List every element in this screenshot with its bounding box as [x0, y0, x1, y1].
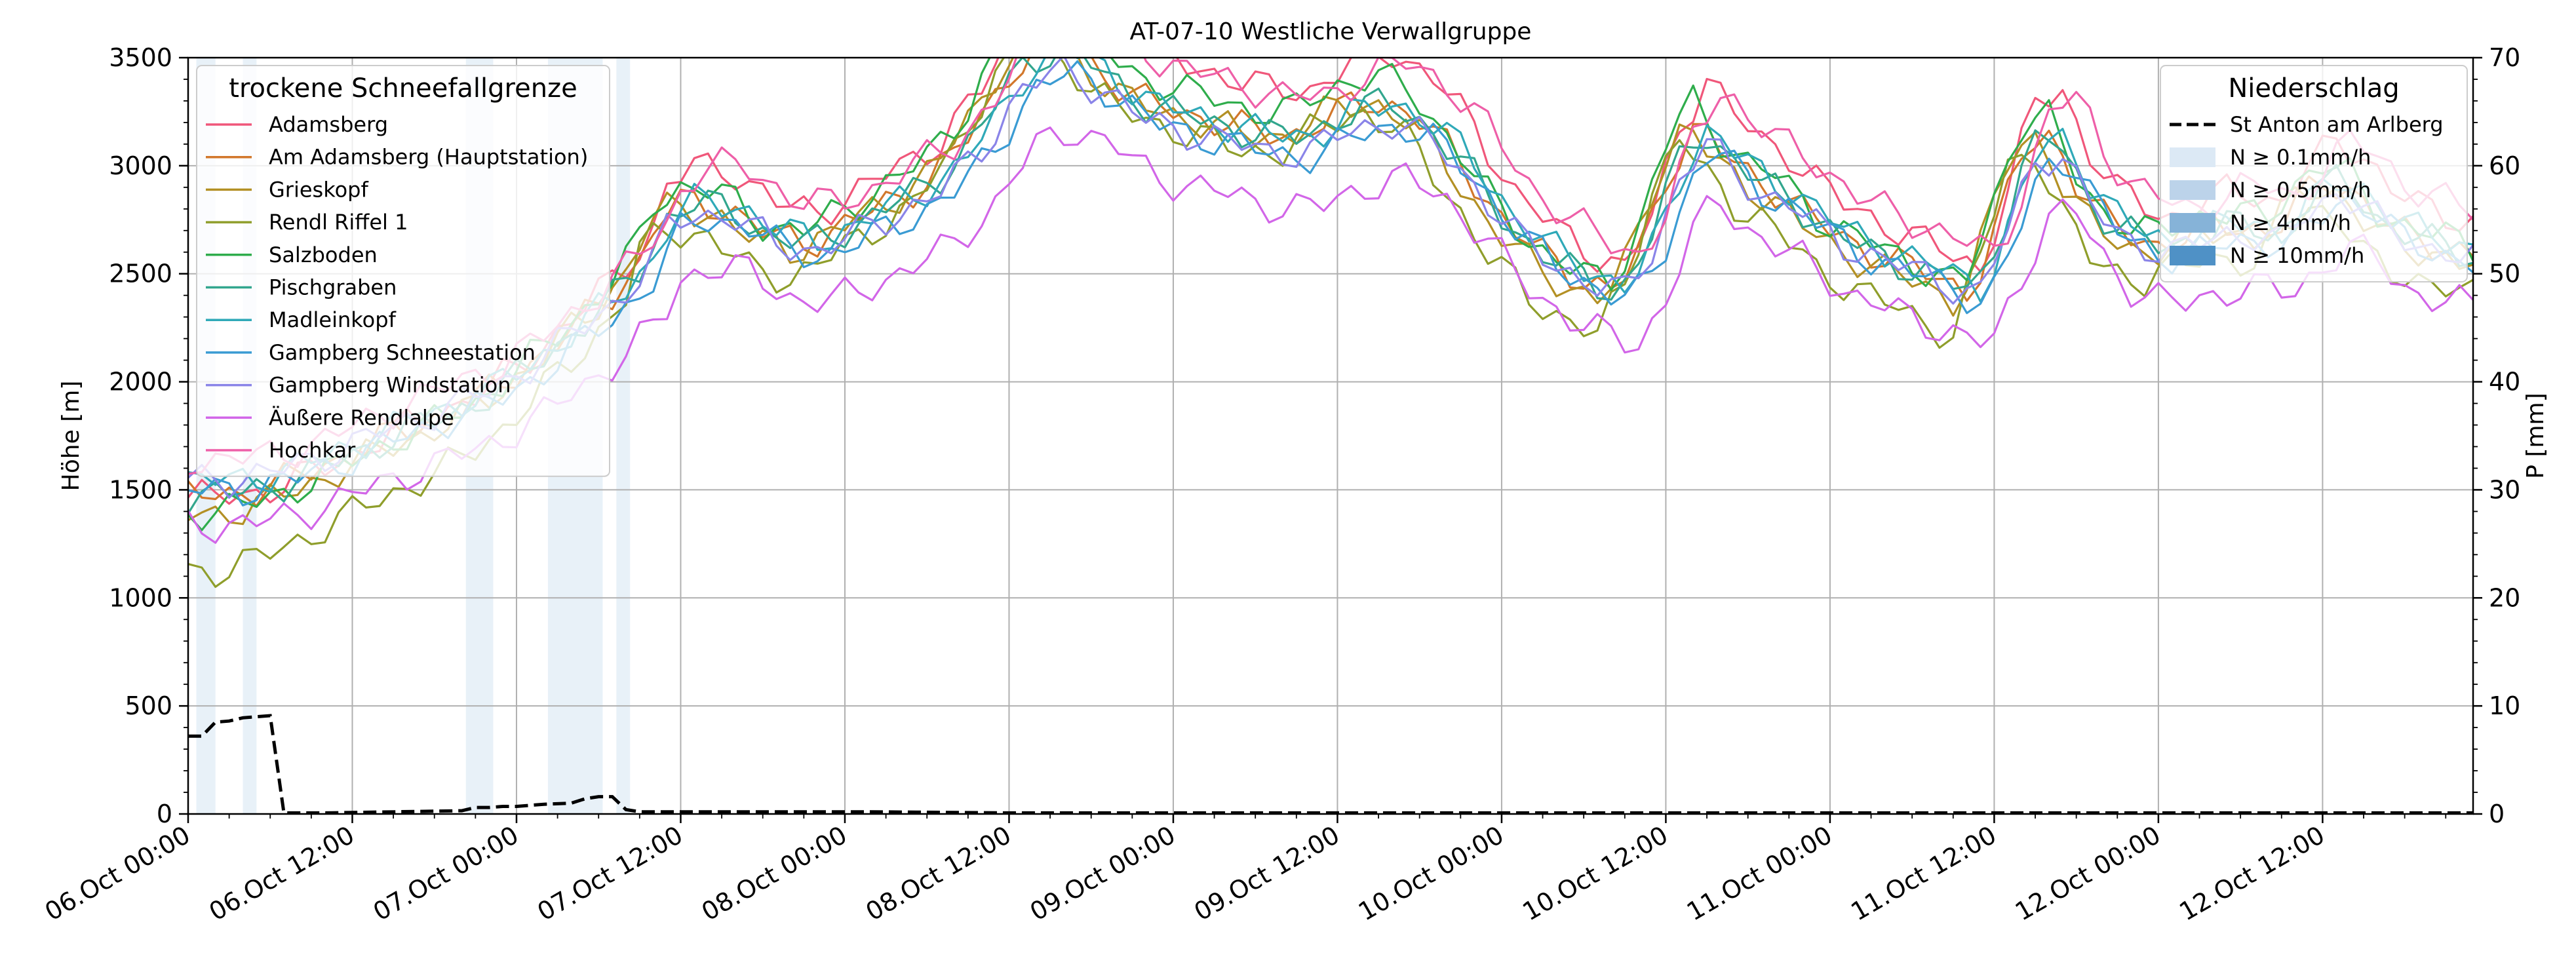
legend-label: Hochkar — [269, 438, 356, 463]
y-tick-label: 500 — [125, 691, 172, 720]
x-tick-label: 08.Oct 00:00 — [697, 821, 852, 927]
legend-label: St Anton am Arlberg — [2230, 112, 2444, 137]
legend-label: N ≥ 10mm/h — [2230, 243, 2364, 268]
legend-label: Grieskopf — [269, 177, 368, 202]
y2-tick-label: 30 — [2489, 475, 2520, 504]
legend-label: N ≥ 0.5mm/h — [2230, 178, 2371, 203]
x-tick-label: 12.Oct 12:00 — [2174, 821, 2330, 927]
legend-box — [2160, 65, 2468, 282]
y2-tick-label: 60 — [2489, 151, 2520, 180]
y-tick-label: 1000 — [109, 583, 172, 612]
x-tick-label: 11.Oct 00:00 — [1682, 821, 1837, 927]
legend-snowfall: trockene Schneefallgrenze Adamsberg Am Ada… — [196, 65, 610, 477]
x-tick-label: 10.Oct 12:00 — [1517, 821, 1673, 927]
y-tick-label: 3000 — [109, 151, 172, 180]
legend-label: Adamsberg — [269, 112, 388, 137]
legend-box — [196, 65, 610, 477]
precip-line — [188, 714, 2473, 815]
legend-label: Am Adamsberg (Hauptstation) — [269, 145, 588, 170]
legend-label: Gampberg Schneestation — [269, 340, 536, 365]
chart-title: AT-07-10 Westliche Verwallgruppe — [1130, 18, 1532, 45]
legend-label: Madleinkopf — [269, 307, 397, 332]
y2-tick-label: 40 — [2489, 368, 2520, 396]
legend-label: Pischgraben — [269, 275, 397, 300]
y-tick-label: 2500 — [109, 260, 172, 288]
y2-tick-label: 50 — [2489, 260, 2520, 288]
x-tick-label: 06.Oct 00:00 — [40, 821, 195, 927]
x-tick-label: 11.Oct 12:00 — [1846, 821, 2001, 927]
y2-tick-label: 70 — [2489, 43, 2520, 72]
y-tick-label: 0 — [157, 800, 172, 828]
x-tick-label: 09.Oct 00:00 — [1025, 821, 1181, 927]
legend-title: trockene Schneefallgrenze — [229, 73, 577, 104]
legend-label: Rendl Riffel 1 — [269, 210, 408, 235]
x-tick-label: 07.Oct 12:00 — [532, 821, 688, 927]
precip-series-line — [188, 714, 2473, 815]
legend-swatch — [2170, 147, 2215, 167]
y-axis-label: Höhe [m] — [58, 381, 85, 492]
legend-label: N ≥ 0.1mm/h — [2230, 145, 2371, 170]
legend-label: Gampberg Windstation — [269, 373, 511, 398]
legend-swatch — [2170, 246, 2215, 265]
x-tick-label: 12.Oct 00:00 — [2010, 821, 2166, 927]
legend-label: Äußere Rendlalpe — [269, 405, 454, 430]
y-tick-label: 3500 — [109, 43, 172, 72]
legend-precipitation: Niederschlag St Anton am Arlberg N ≥ 0.1mm… — [2160, 65, 2468, 282]
x-tick-label: 07.Oct 00:00 — [368, 821, 524, 927]
x-tick-label: 08.Oct 12:00 — [861, 821, 1016, 927]
legend-label: Salzboden — [269, 242, 378, 267]
y2-tick-label: 20 — [2489, 583, 2520, 612]
legend-label: N ≥ 4mm/h — [2230, 210, 2351, 235]
legend-swatch — [2170, 213, 2215, 233]
legend-title: Niederschlag — [2228, 73, 2399, 104]
y2-axis-label: P [mm] — [2522, 393, 2549, 478]
y2-tick-label: 10 — [2489, 691, 2520, 720]
x-tick-label: 09.Oct 12:00 — [1189, 821, 1344, 927]
precip-shade-band — [616, 58, 631, 814]
legend-swatch — [2170, 180, 2215, 200]
y-tick-label: 1500 — [109, 475, 172, 504]
y2-tick-label: 0 — [2489, 800, 2505, 828]
y-tick-label: 2000 — [109, 368, 172, 396]
plot-frame — [187, 56, 2474, 815]
x-tick-label: 06.Oct 12:00 — [204, 821, 359, 927]
x-tick-label: 10.Oct 00:00 — [1354, 821, 1509, 927]
